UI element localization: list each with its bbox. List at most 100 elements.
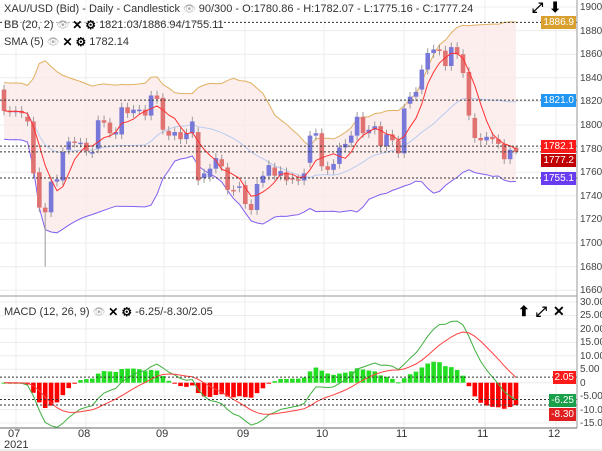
candle-bearish (84, 142, 89, 151)
macd-histogram-bar (219, 382, 225, 395)
move-up-icon[interactable]: ⬆ (518, 303, 530, 319)
candle-bearish (154, 95, 160, 100)
candle-bullish (148, 95, 154, 116)
macd-histogram-bar (460, 375, 466, 383)
eye-icon[interactable]: 👁 (183, 3, 196, 15)
macd-histogram-bar (89, 378, 95, 383)
macd-histogram-bar (419, 367, 425, 383)
candle-bearish (101, 120, 107, 123)
candle-bearish (395, 140, 401, 154)
bb-values: 1821.03/1886.94/1755.11 (99, 18, 224, 31)
macd-histogram-bar (413, 371, 419, 383)
candle-bullish (131, 109, 136, 114)
candle-bullish (190, 121, 195, 134)
candle-bullish (60, 152, 66, 181)
ohlc-values: O:1780.86 - H:1782.07 - L:1775.16 - C:17… (242, 2, 474, 15)
eye-icon[interactable]: 👁 (46, 36, 60, 48)
candle-bullish (89, 152, 95, 154)
macd-histogram-bar (72, 382, 77, 384)
macd-histogram-bar (431, 361, 436, 383)
candle-bearish (31, 121, 36, 174)
gear-icon[interactable]: ⚙ (75, 34, 87, 49)
macd-histogram-bar (60, 382, 66, 396)
macd-histogram-bar (437, 362, 442, 383)
macd-histogram-bar (78, 380, 83, 383)
price-tick-label: 1880. (580, 25, 602, 37)
price-tick-label: 1780. (580, 143, 602, 155)
macd-histogram-bar (178, 382, 183, 387)
candle-bearish (272, 167, 278, 176)
macd-tick-label: -15.00 (580, 418, 602, 430)
candle-bullish (119, 107, 125, 135)
macd-histogram-bar (31, 382, 36, 393)
close-icon[interactable]: ✕ (62, 34, 73, 49)
price-tag: 1821.0 (541, 94, 576, 108)
main-legend: XAU/USD (Bid) - Daily - Candlestick 👁 90… (4, 2, 474, 16)
macd-histogram-bar (254, 382, 260, 394)
gear-icon[interactable]: ⚙ (85, 17, 97, 32)
macd-tag: 2.05 (552, 371, 576, 385)
macd-histogram-bar (195, 382, 201, 394)
macd-tag: -6.25 (549, 393, 576, 407)
macd-label: MACD (12, 26, 9) (4, 305, 90, 318)
expand-icon[interactable]: ⤢ (535, 303, 547, 319)
close-icon[interactable]: ✕ (108, 304, 119, 319)
time-tick-label: 11 (396, 428, 408, 440)
close-icon[interactable]: ✕ (72, 17, 83, 32)
macd-histogram-bar (137, 369, 142, 383)
macd-histogram-bar (443, 366, 448, 383)
candle-bearish (166, 130, 172, 136)
macd-histogram-bar (84, 379, 89, 383)
macd-tick-label: 0 (580, 377, 586, 389)
macd-histogram-bar (354, 368, 360, 383)
candle-bearish (231, 189, 236, 192)
move-down-icon[interactable]: ⬇ (549, 0, 561, 15)
macd-histogram-bar (260, 382, 266, 389)
candle-bullish (431, 49, 436, 54)
macd-histogram-bar (378, 375, 383, 383)
close-icon[interactable]: ✕ (552, 303, 565, 319)
gear-icon[interactable]: ⚙ (121, 304, 133, 319)
eye-icon[interactable]: 👁 (92, 306, 106, 318)
bb-lower-line (3, 138, 517, 234)
candle-bullish (237, 186, 242, 188)
candle-bearish (142, 109, 148, 116)
candle-bullish (184, 133, 189, 140)
price-tick-label: 1680. (580, 261, 602, 273)
macd-histogram-bar (307, 371, 313, 383)
time-tick-label: 12 (548, 428, 561, 440)
macd-histogram-bar (242, 382, 248, 398)
candle-bearish (225, 167, 230, 190)
macd-histogram-bar (54, 382, 60, 403)
candle-bearish (490, 136, 495, 140)
macd-tick-label: -10.00 (580, 404, 602, 416)
price-tick-label: 1840. (580, 72, 602, 84)
candle-bullish (137, 109, 142, 112)
macd-histogram-bar (490, 382, 495, 407)
time-tick-label: 09 (156, 428, 169, 440)
macd-histogram-bar (172, 382, 177, 384)
candle-bullish (413, 91, 419, 97)
candle-bearish (284, 172, 289, 181)
candle-bearish (478, 137, 483, 141)
macd-histogram-bar (501, 382, 507, 409)
macd-tick-label: 25.00 (580, 310, 602, 322)
candle-bullish (348, 135, 354, 143)
macd-histogram-bar (384, 376, 389, 383)
macd-histogram-bar (319, 370, 325, 383)
year-label: 2021 (4, 439, 29, 451)
eye-icon[interactable]: 👁 (56, 19, 70, 31)
macd-histogram-bar (119, 369, 125, 383)
macd-histogram-bar (313, 367, 319, 383)
expand-icon[interactable]: ⤢ (532, 0, 544, 15)
macd-histogram-bar (266, 382, 272, 384)
candle-bullish (401, 108, 407, 154)
macd-histogram-bar (484, 382, 489, 406)
bb-legend: BB (20, 2) 👁 ✕ ⚙ 1821.03/1886.94/1755.11 (4, 18, 224, 32)
macd-histogram-bar (513, 382, 519, 406)
candle-bearish (42, 207, 48, 213)
macd-tick-label: 5.00 (580, 364, 600, 376)
macd-histogram-bar (207, 382, 213, 397)
candle-bearish (290, 178, 295, 180)
